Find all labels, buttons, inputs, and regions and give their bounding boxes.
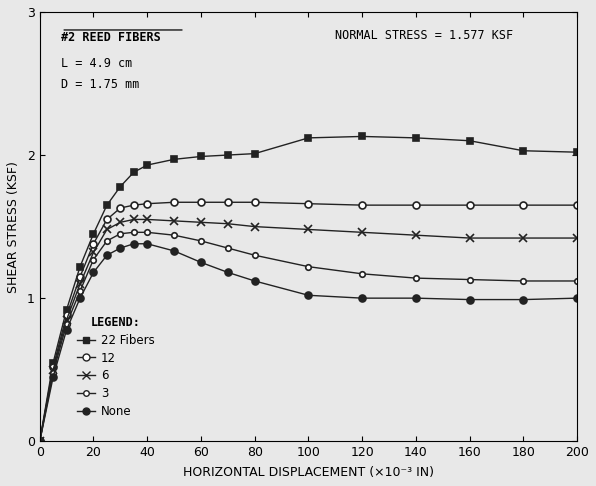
Y-axis label: SHEAR STRESS (KSF): SHEAR STRESS (KSF) (7, 161, 20, 293)
Text: #2 REED FIBERS: #2 REED FIBERS (61, 31, 161, 44)
Text: D = 1.75 mm: D = 1.75 mm (61, 78, 139, 91)
Legend: 22 Fibers, 12, 6, 3, None: 22 Fibers, 12, 6, 3, None (73, 312, 159, 422)
X-axis label: HORIZONTAL DISPLACEMENT (×10⁻³ IN): HORIZONTAL DISPLACEMENT (×10⁻³ IN) (183, 466, 434, 479)
Text: NORMAL STRESS = 1.577 KSF: NORMAL STRESS = 1.577 KSF (336, 29, 513, 42)
Text: L = 4.9 cm: L = 4.9 cm (61, 57, 132, 70)
